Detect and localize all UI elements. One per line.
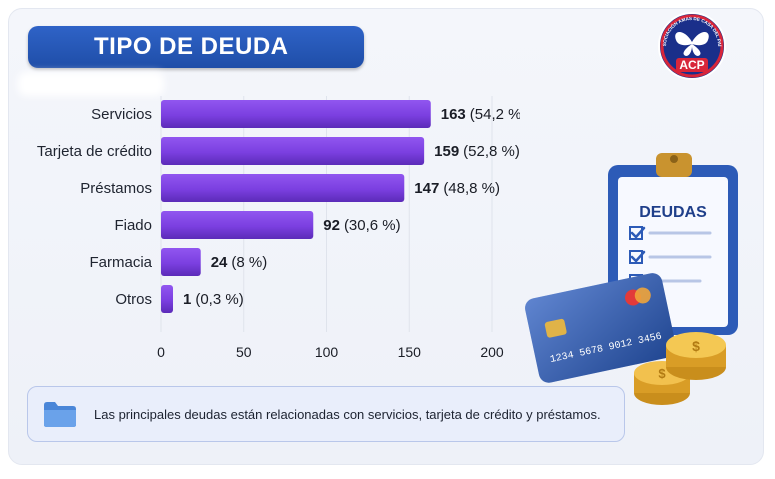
folder-icon xyxy=(44,402,76,427)
value-label: 147 (48,8 %) xyxy=(414,180,500,197)
butterfly-icon xyxy=(675,32,709,56)
bar-4 xyxy=(161,248,201,276)
bar-1 xyxy=(161,137,425,165)
bar-0 xyxy=(161,100,431,128)
value-label: 24 (8 %) xyxy=(211,254,268,271)
category-label: Farmacia xyxy=(89,254,152,271)
bar-2 xyxy=(161,174,405,202)
value-label: 163(54,2 %) xyxy=(441,106,520,123)
x-tick-label: 100 xyxy=(315,344,339,360)
value-label: 1 (0,3 %) xyxy=(183,291,244,308)
bar-chart: Servicios 163(54,2 %) Tarjeta de crédito 15… xyxy=(37,96,520,360)
svg-text:$: $ xyxy=(692,338,700,354)
redacted-subtitle xyxy=(18,72,164,96)
debts-illustration: DEUDAS 1234 5678 9012 3456 $ xyxy=(525,153,738,405)
title-banner: TIPO DE DEUDA xyxy=(28,26,364,68)
page-title: TIPO DE DEUDA xyxy=(94,33,289,60)
x-tick-label: 150 xyxy=(398,344,422,360)
summary-note: Las principales deudas están relacionada… xyxy=(27,386,625,442)
coins-icon: $ $ xyxy=(634,332,726,405)
category-label: Tarjeta de crédito xyxy=(37,143,152,160)
value-label: 92 (30,6 %) xyxy=(323,217,400,234)
category-label: Préstamos xyxy=(80,180,152,197)
category-label: Otros xyxy=(115,291,152,308)
category-label: Fiado xyxy=(114,217,152,234)
credit-card-icon: 1234 5678 9012 3456 xyxy=(525,273,677,383)
x-tick-label: 50 xyxy=(236,344,252,360)
bar-5 xyxy=(161,285,173,313)
category-label: Servicios xyxy=(91,106,152,123)
acp-logo: ACP ASOCIACIÓN AMAS DE CASA DEL PAÍS xyxy=(646,6,726,80)
clipboard-title: DEUDAS xyxy=(639,204,707,221)
value-label: 159 (52,8 %) xyxy=(434,143,520,160)
x-tick-label: 200 xyxy=(480,344,504,360)
x-tick-label: 0 xyxy=(157,344,165,360)
note-text: Las principales deudas están relacionada… xyxy=(94,406,601,422)
logo-short-text: ACP xyxy=(679,58,704,72)
bar-3 xyxy=(161,211,314,239)
svg-text:$: $ xyxy=(658,366,666,381)
